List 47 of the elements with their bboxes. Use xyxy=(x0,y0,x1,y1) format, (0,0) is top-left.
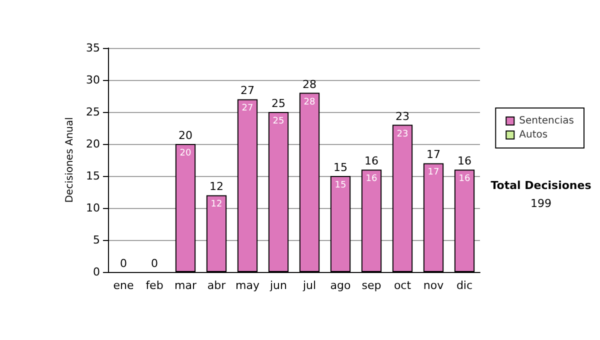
data-label: 27 xyxy=(242,104,254,114)
total-label: 23 xyxy=(396,110,410,123)
x-tick-label: ene xyxy=(113,279,134,292)
x-tick-label: dic xyxy=(456,279,473,292)
y-tick-label: 30 xyxy=(86,74,100,86)
legend-label: Autos xyxy=(519,130,548,140)
y-tick-label: 25 xyxy=(86,106,100,118)
x-tick-label: nov xyxy=(423,279,444,292)
total-label: 16 xyxy=(364,154,378,168)
data-label: 12 xyxy=(210,200,222,210)
total-label: 12 xyxy=(210,180,224,194)
data-label: 16 xyxy=(458,174,470,184)
y-tick-label: 15 xyxy=(86,170,100,182)
text: Total Decisiones xyxy=(490,179,592,192)
data-label: 23 xyxy=(396,129,408,140)
total-label: 0 xyxy=(120,257,127,270)
data-label: 28 xyxy=(304,97,316,108)
y-tick-label: 20 xyxy=(86,138,100,150)
data-label: 17 xyxy=(428,168,440,178)
x-tick-label: may xyxy=(236,279,260,292)
data-label: 16 xyxy=(366,174,378,184)
total-label: 0 xyxy=(151,257,158,270)
x-tick-label: jun xyxy=(269,279,288,292)
data-label: 20 xyxy=(180,148,192,158)
x-tick-label: oct xyxy=(394,279,412,292)
data-label: 15 xyxy=(334,180,346,190)
y-tick-label: 10 xyxy=(86,202,100,214)
x-tick-label: mar xyxy=(174,279,197,292)
total-label: 17 xyxy=(426,148,440,162)
y-tick-label: 5 xyxy=(93,234,100,246)
y-tick-label: 0 xyxy=(93,266,100,278)
x-tick-label: ago xyxy=(330,279,351,292)
total-label: 28 xyxy=(302,78,316,91)
y-tick-label: 35 xyxy=(86,42,100,54)
text: 199 xyxy=(530,197,552,210)
legend-label: Sentencias xyxy=(519,116,574,126)
total-label: 25 xyxy=(272,97,286,110)
x-tick-label: abr xyxy=(207,279,226,292)
total-label: 20 xyxy=(178,129,192,142)
total-label: 16 xyxy=(458,154,472,168)
x-tick-label: sep xyxy=(362,279,382,292)
total-label: 15 xyxy=(334,161,348,174)
data-label: 25 xyxy=(272,116,284,126)
x-tick-label: feb xyxy=(146,279,164,292)
x-tick-label: jul xyxy=(302,279,316,292)
y-axis-title: Decisiones Anual xyxy=(64,117,76,203)
total-label: 27 xyxy=(240,84,254,98)
